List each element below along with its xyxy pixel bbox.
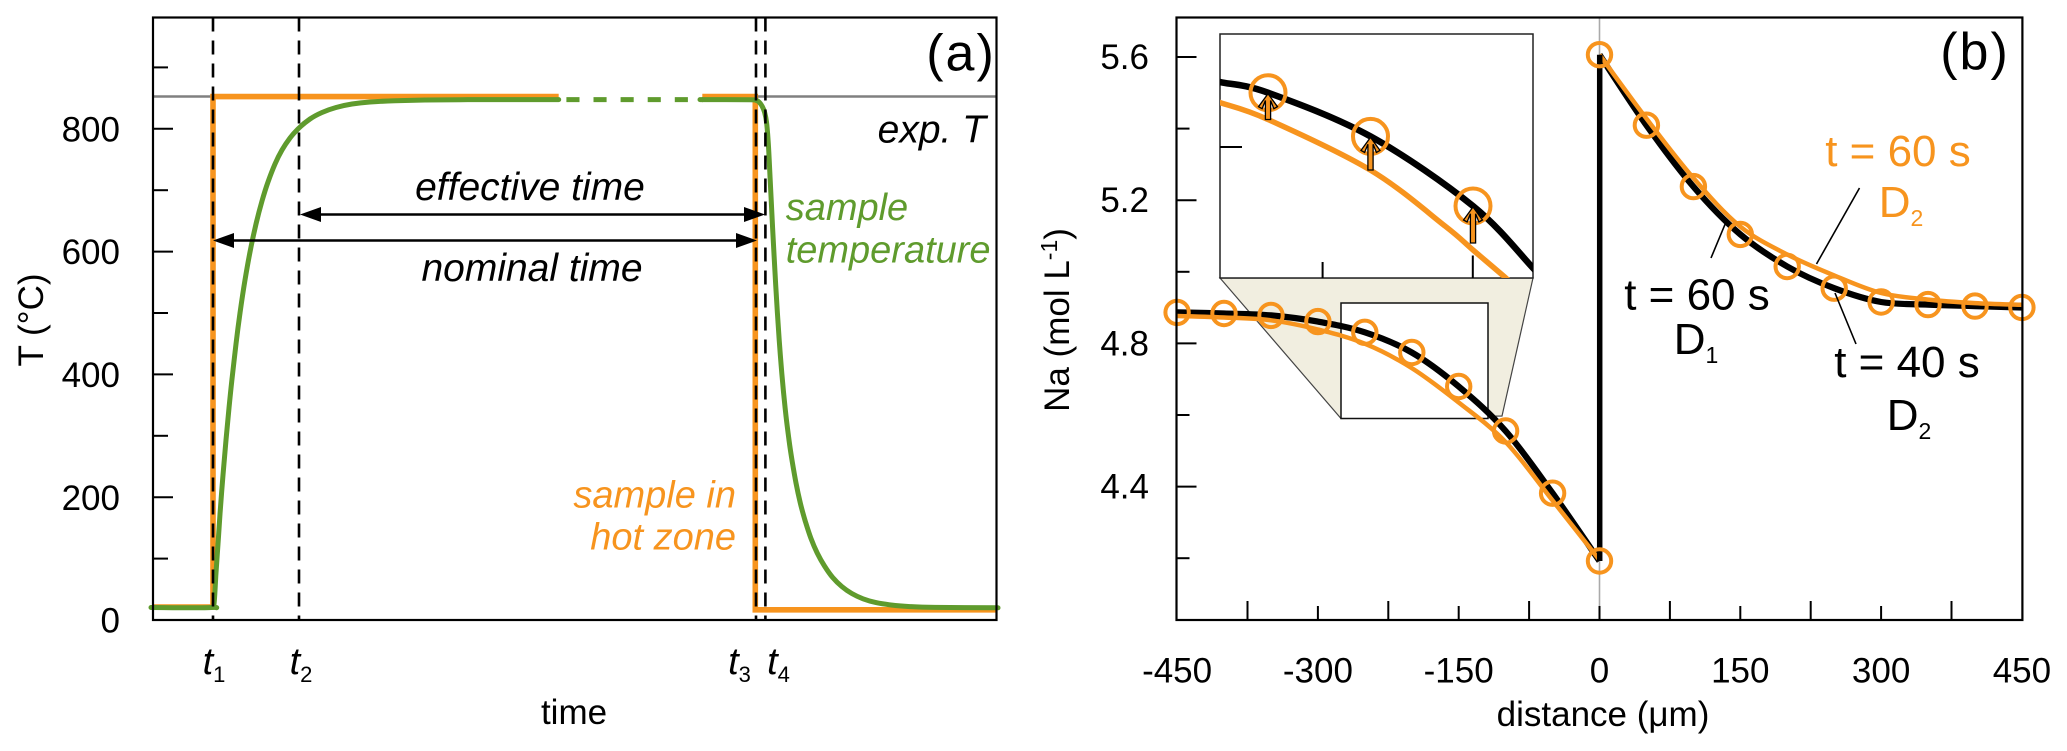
svg-text:-450: -450: [1142, 652, 1212, 691]
svg-text:5.6: 5.6: [1100, 38, 1149, 77]
svg-text:150: 150: [1711, 652, 1769, 691]
svg-text:distance (μm): distance (μm): [1497, 695, 1710, 734]
svg-text:time: time: [541, 693, 607, 732]
svg-text:(a): (a): [926, 25, 996, 83]
svg-text:sample in: sample in: [573, 475, 736, 517]
svg-text:t = 40 s: t = 40 s: [1834, 338, 1980, 387]
svg-text:0: 0: [101, 602, 120, 641]
svg-text:exp. T: exp. T: [878, 109, 990, 152]
svg-text:sample: sample: [786, 187, 909, 229]
svg-text:t = 60 s: t = 60 s: [1624, 271, 1770, 320]
svg-text:300: 300: [1852, 652, 1910, 691]
svg-text:hot zone: hot zone: [590, 517, 736, 559]
svg-text:t = 60 s: t = 60 s: [1825, 127, 1971, 176]
svg-text:D2: D2: [1887, 391, 1932, 444]
svg-text:200: 200: [62, 479, 120, 518]
svg-text:-150: -150: [1424, 652, 1494, 691]
svg-text:(b): (b): [1940, 23, 2010, 81]
svg-text:4.4: 4.4: [1100, 468, 1149, 507]
svg-text:600: 600: [62, 233, 120, 272]
svg-text:effective time: effective time: [415, 166, 645, 209]
svg-text:temperature: temperature: [786, 230, 991, 272]
svg-text:4.8: 4.8: [1100, 324, 1149, 363]
svg-text:-300: -300: [1283, 652, 1353, 691]
svg-text:nominal time: nominal time: [421, 247, 642, 290]
svg-text:450: 450: [1993, 652, 2051, 691]
svg-text:T (°C): T (°C): [12, 273, 51, 366]
svg-text:0: 0: [1590, 652, 1609, 691]
svg-text:800: 800: [62, 110, 120, 149]
svg-text:5.2: 5.2: [1100, 181, 1149, 220]
svg-text:400: 400: [62, 356, 120, 395]
